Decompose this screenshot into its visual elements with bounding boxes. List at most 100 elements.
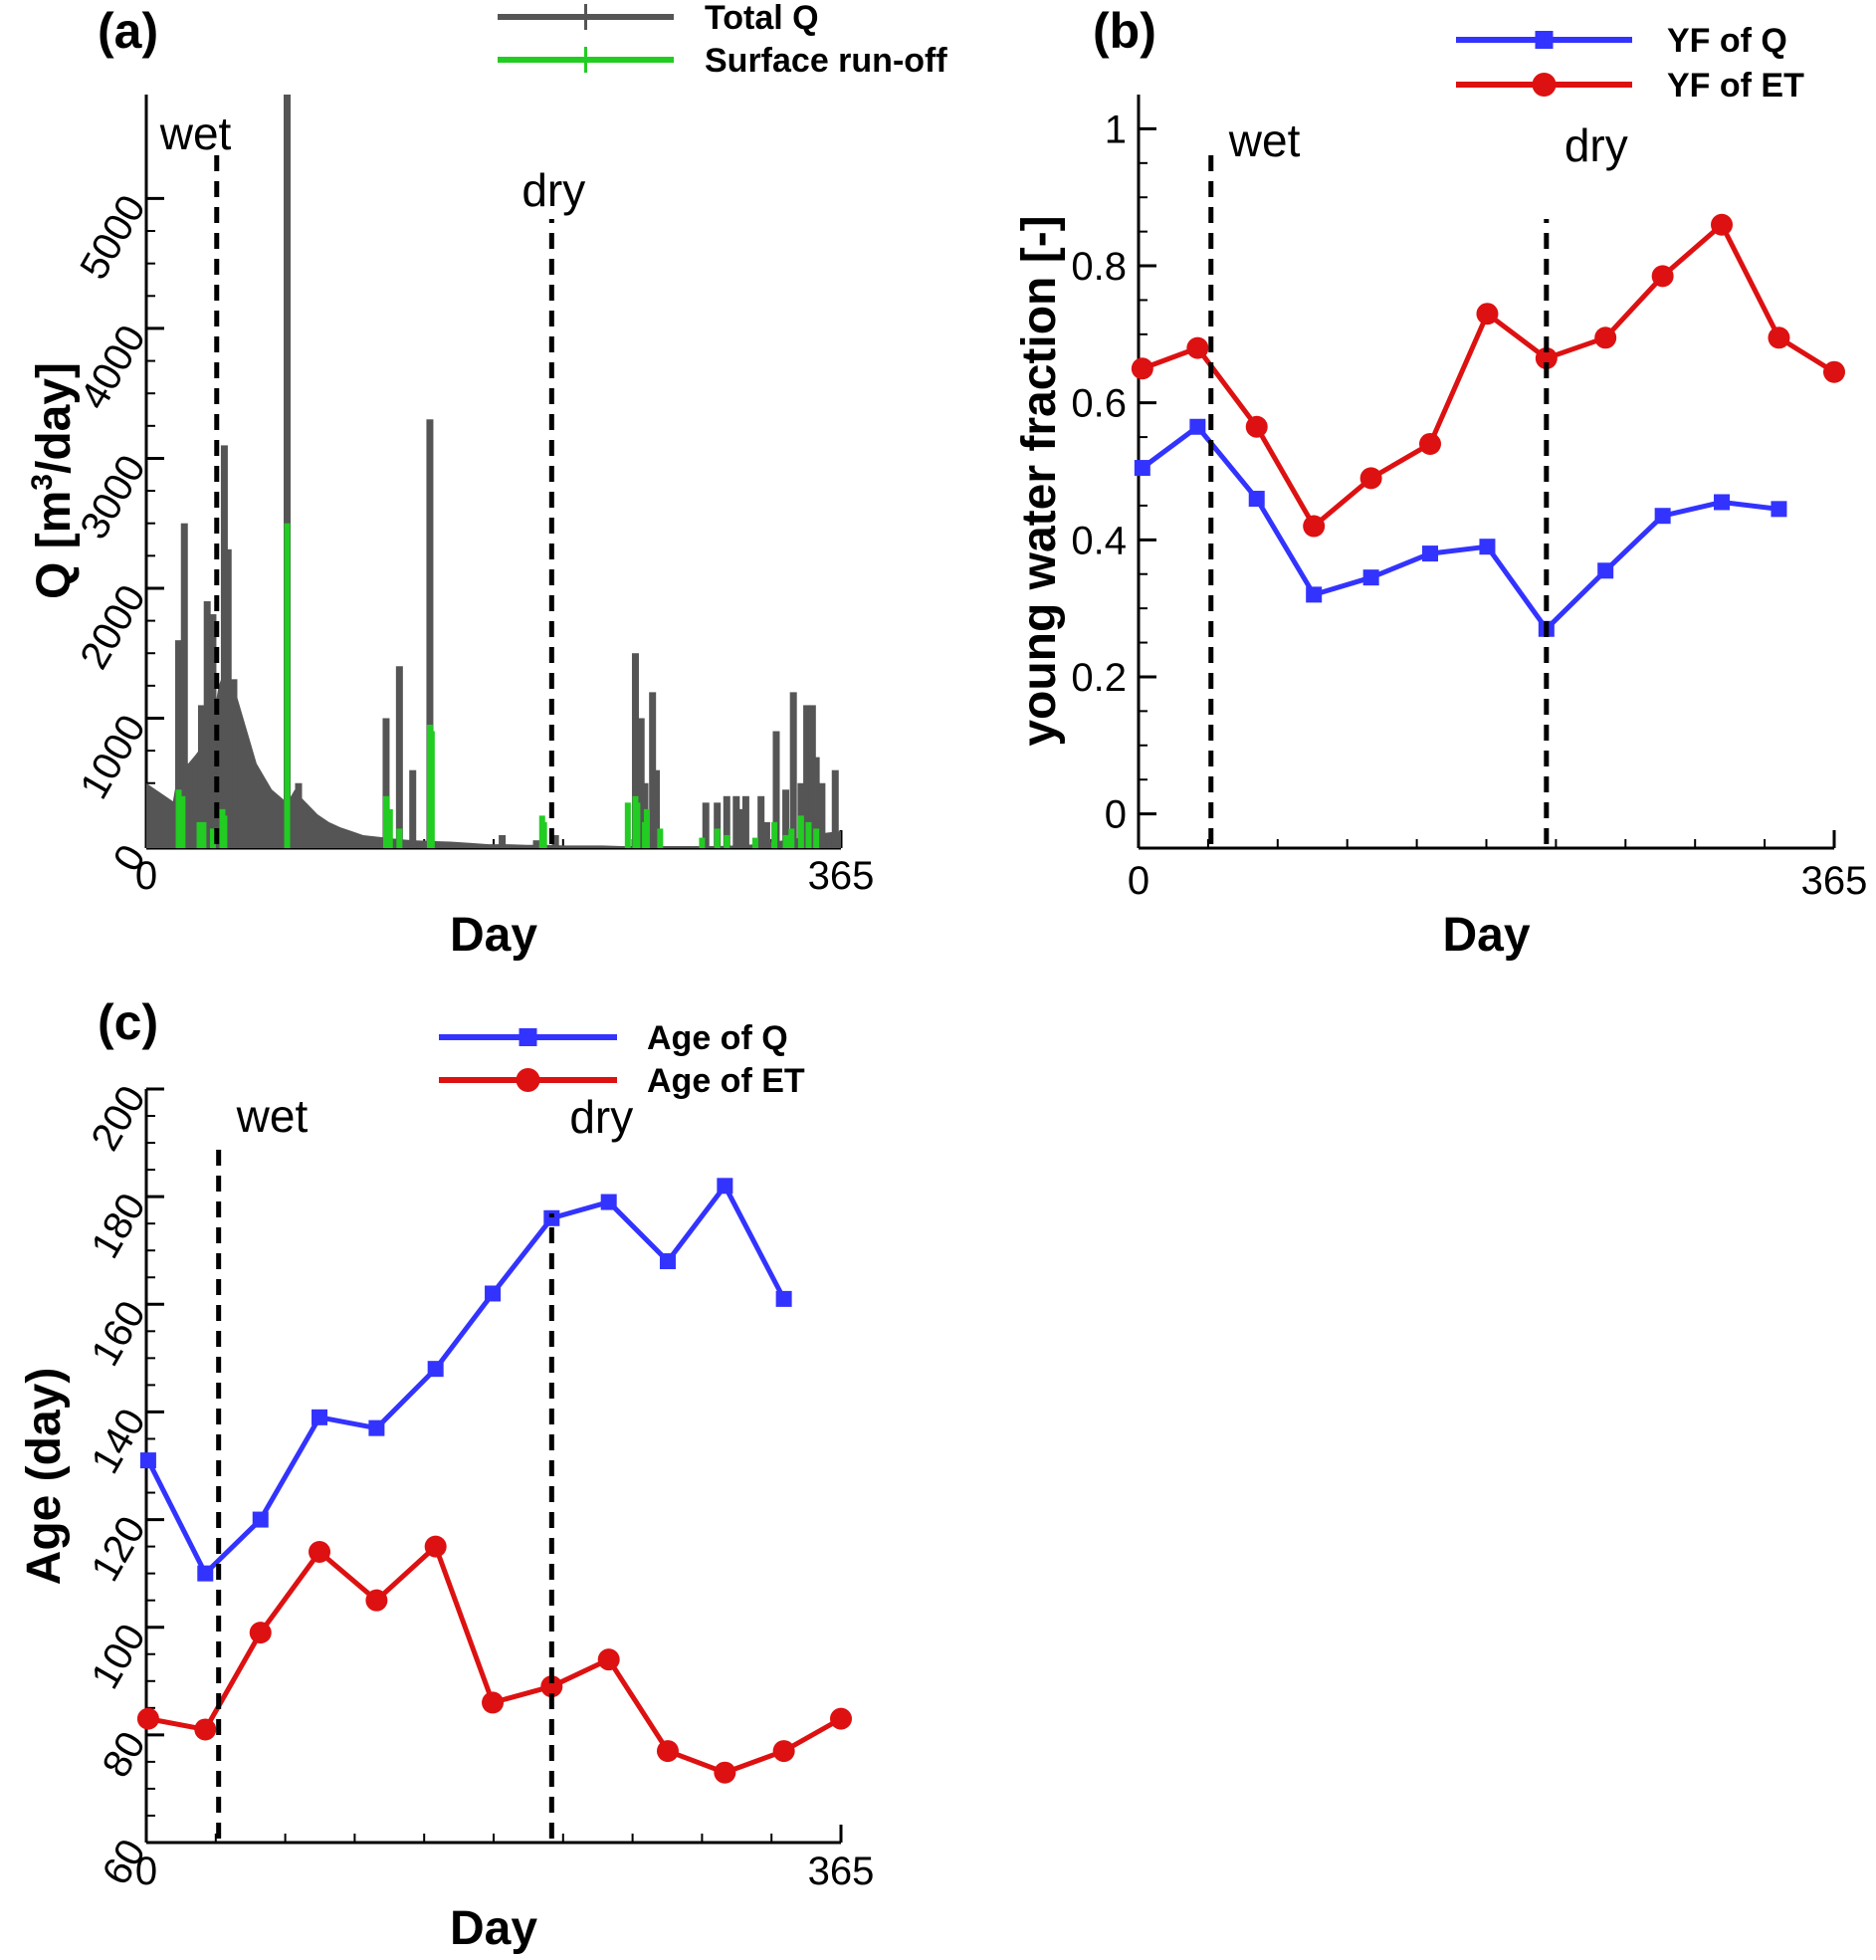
age-of-q-point <box>775 1290 792 1307</box>
dry-label: dry <box>521 164 585 216</box>
surface-runoff-bar <box>657 828 664 848</box>
yf-of-et-point <box>1186 336 1209 359</box>
y-tick-label: 1000 <box>72 708 154 806</box>
age-of-q-point <box>368 1419 385 1436</box>
x-tick-label: 0 <box>135 854 157 898</box>
yf-of-et-point <box>1594 327 1617 349</box>
wet-label: wet <box>236 1090 309 1142</box>
total-q-bar <box>736 808 744 848</box>
age-of-q-point <box>427 1361 444 1378</box>
surface-runoff-bar <box>643 808 650 848</box>
age-of-et-point <box>597 1648 620 1671</box>
yf-of-et-point <box>1476 303 1499 326</box>
y-tick-label: 0.8 <box>1071 245 1127 289</box>
surface-runoff-bar <box>175 789 182 848</box>
x-tick-label: 365 <box>808 854 875 898</box>
age-of-q-point <box>659 1253 676 1270</box>
total-q-bar <box>803 705 811 848</box>
total-q-bar <box>224 548 232 848</box>
total-q-bar <box>551 834 559 848</box>
total-q-bar <box>295 782 303 848</box>
total-q-bar <box>649 692 657 848</box>
age-of-q-point <box>139 1452 156 1469</box>
y-tick-label: 0.6 <box>1071 382 1127 426</box>
x-tick-label: 365 <box>808 1850 875 1893</box>
total-q-bar <box>532 840 540 848</box>
legend-label-total-q: Total Q <box>705 0 819 37</box>
surface-runoff-bar <box>200 821 207 848</box>
age-of-q-point <box>312 1409 328 1425</box>
total-q-bar <box>702 802 710 848</box>
total-q-bar <box>789 692 797 848</box>
legend-label-yf-of-et: YF of ET <box>1667 67 1804 105</box>
legend-label-age-of-q: Age of Q <box>647 1019 788 1057</box>
legend-marker-yf-of-q <box>1535 31 1554 49</box>
y-tick-label: 140 <box>83 1402 153 1481</box>
surface-runoff-bar <box>428 731 435 848</box>
y-tick-label: 2000 <box>72 577 154 676</box>
yf-of-q-line <box>1141 424 1779 632</box>
surface-runoff-bar <box>624 802 631 848</box>
panel-label: (b) <box>1093 3 1156 59</box>
total-q-bar <box>762 821 770 848</box>
total-q-bar <box>757 795 765 848</box>
age-of-q-point <box>197 1565 214 1582</box>
yf-of-q-point <box>1479 539 1496 555</box>
total-q-bar <box>808 705 816 848</box>
wet-label: wet <box>159 108 232 159</box>
age-of-et-point <box>424 1535 447 1558</box>
y-tick-label: 0.4 <box>1071 519 1127 562</box>
total-q-bar <box>772 731 780 848</box>
total-q-bar <box>382 718 390 848</box>
surface-runoff-bar <box>782 834 789 848</box>
yf-of-q-point <box>1362 569 1379 586</box>
legend-marker-age-of-q <box>519 1028 537 1046</box>
x-axis-title: Day <box>450 1902 537 1955</box>
age-of-et-point <box>249 1622 272 1644</box>
total-q-bar <box>284 95 292 848</box>
age-of-et-point <box>772 1740 795 1763</box>
total-q-bar <box>741 795 749 848</box>
yf-of-q-point <box>1248 491 1265 508</box>
age-of-et-point <box>136 1707 159 1730</box>
yf-of-q-point <box>1771 501 1787 518</box>
surface-runoff-bar <box>382 795 389 848</box>
yf-of-et-point <box>1245 415 1268 438</box>
y-axis-title: Age (day) <box>18 1368 71 1586</box>
surface-runoff-bar <box>196 821 203 848</box>
legend-marker-age-of-et <box>516 1068 540 1092</box>
total-q-bar <box>175 640 183 848</box>
surface-runoff-bar <box>396 828 403 848</box>
y-tick-label: 180 <box>83 1187 153 1266</box>
total-q-bar <box>220 445 228 848</box>
dry-label: dry <box>1564 119 1628 171</box>
total-q-bar <box>732 795 740 848</box>
total-q-bar <box>631 653 639 848</box>
surface-runoff-bar <box>788 828 795 848</box>
x-axis-title: Day <box>1442 909 1530 962</box>
total-q-bar <box>230 679 238 848</box>
age-of-et-point <box>830 1707 852 1730</box>
age-of-et-point <box>714 1761 736 1784</box>
y-tick-label: 5000 <box>72 188 154 287</box>
total-q-bar <box>203 601 211 848</box>
total-q-bar <box>180 523 188 848</box>
age-of-q-point <box>717 1178 733 1195</box>
surface-runoff-bar <box>386 808 393 848</box>
surface-runoff-bar <box>179 795 186 848</box>
y-tick-label: 1 <box>1105 108 1127 151</box>
total-q-bar <box>426 419 434 848</box>
yf-of-q-point <box>1714 494 1731 511</box>
y-tick-label: 100 <box>83 1617 153 1696</box>
total-q-bar <box>812 757 820 848</box>
yf-of-et-point <box>1359 467 1382 490</box>
x-tick-label: 0 <box>135 1850 157 1893</box>
age-of-et-point <box>194 1718 217 1741</box>
surface-runoff-bar <box>724 834 730 848</box>
surface-runoff-bar <box>771 821 778 848</box>
yf-of-q-point <box>1306 586 1323 603</box>
total-q-bar <box>209 614 217 848</box>
total-q-bar <box>653 769 661 848</box>
